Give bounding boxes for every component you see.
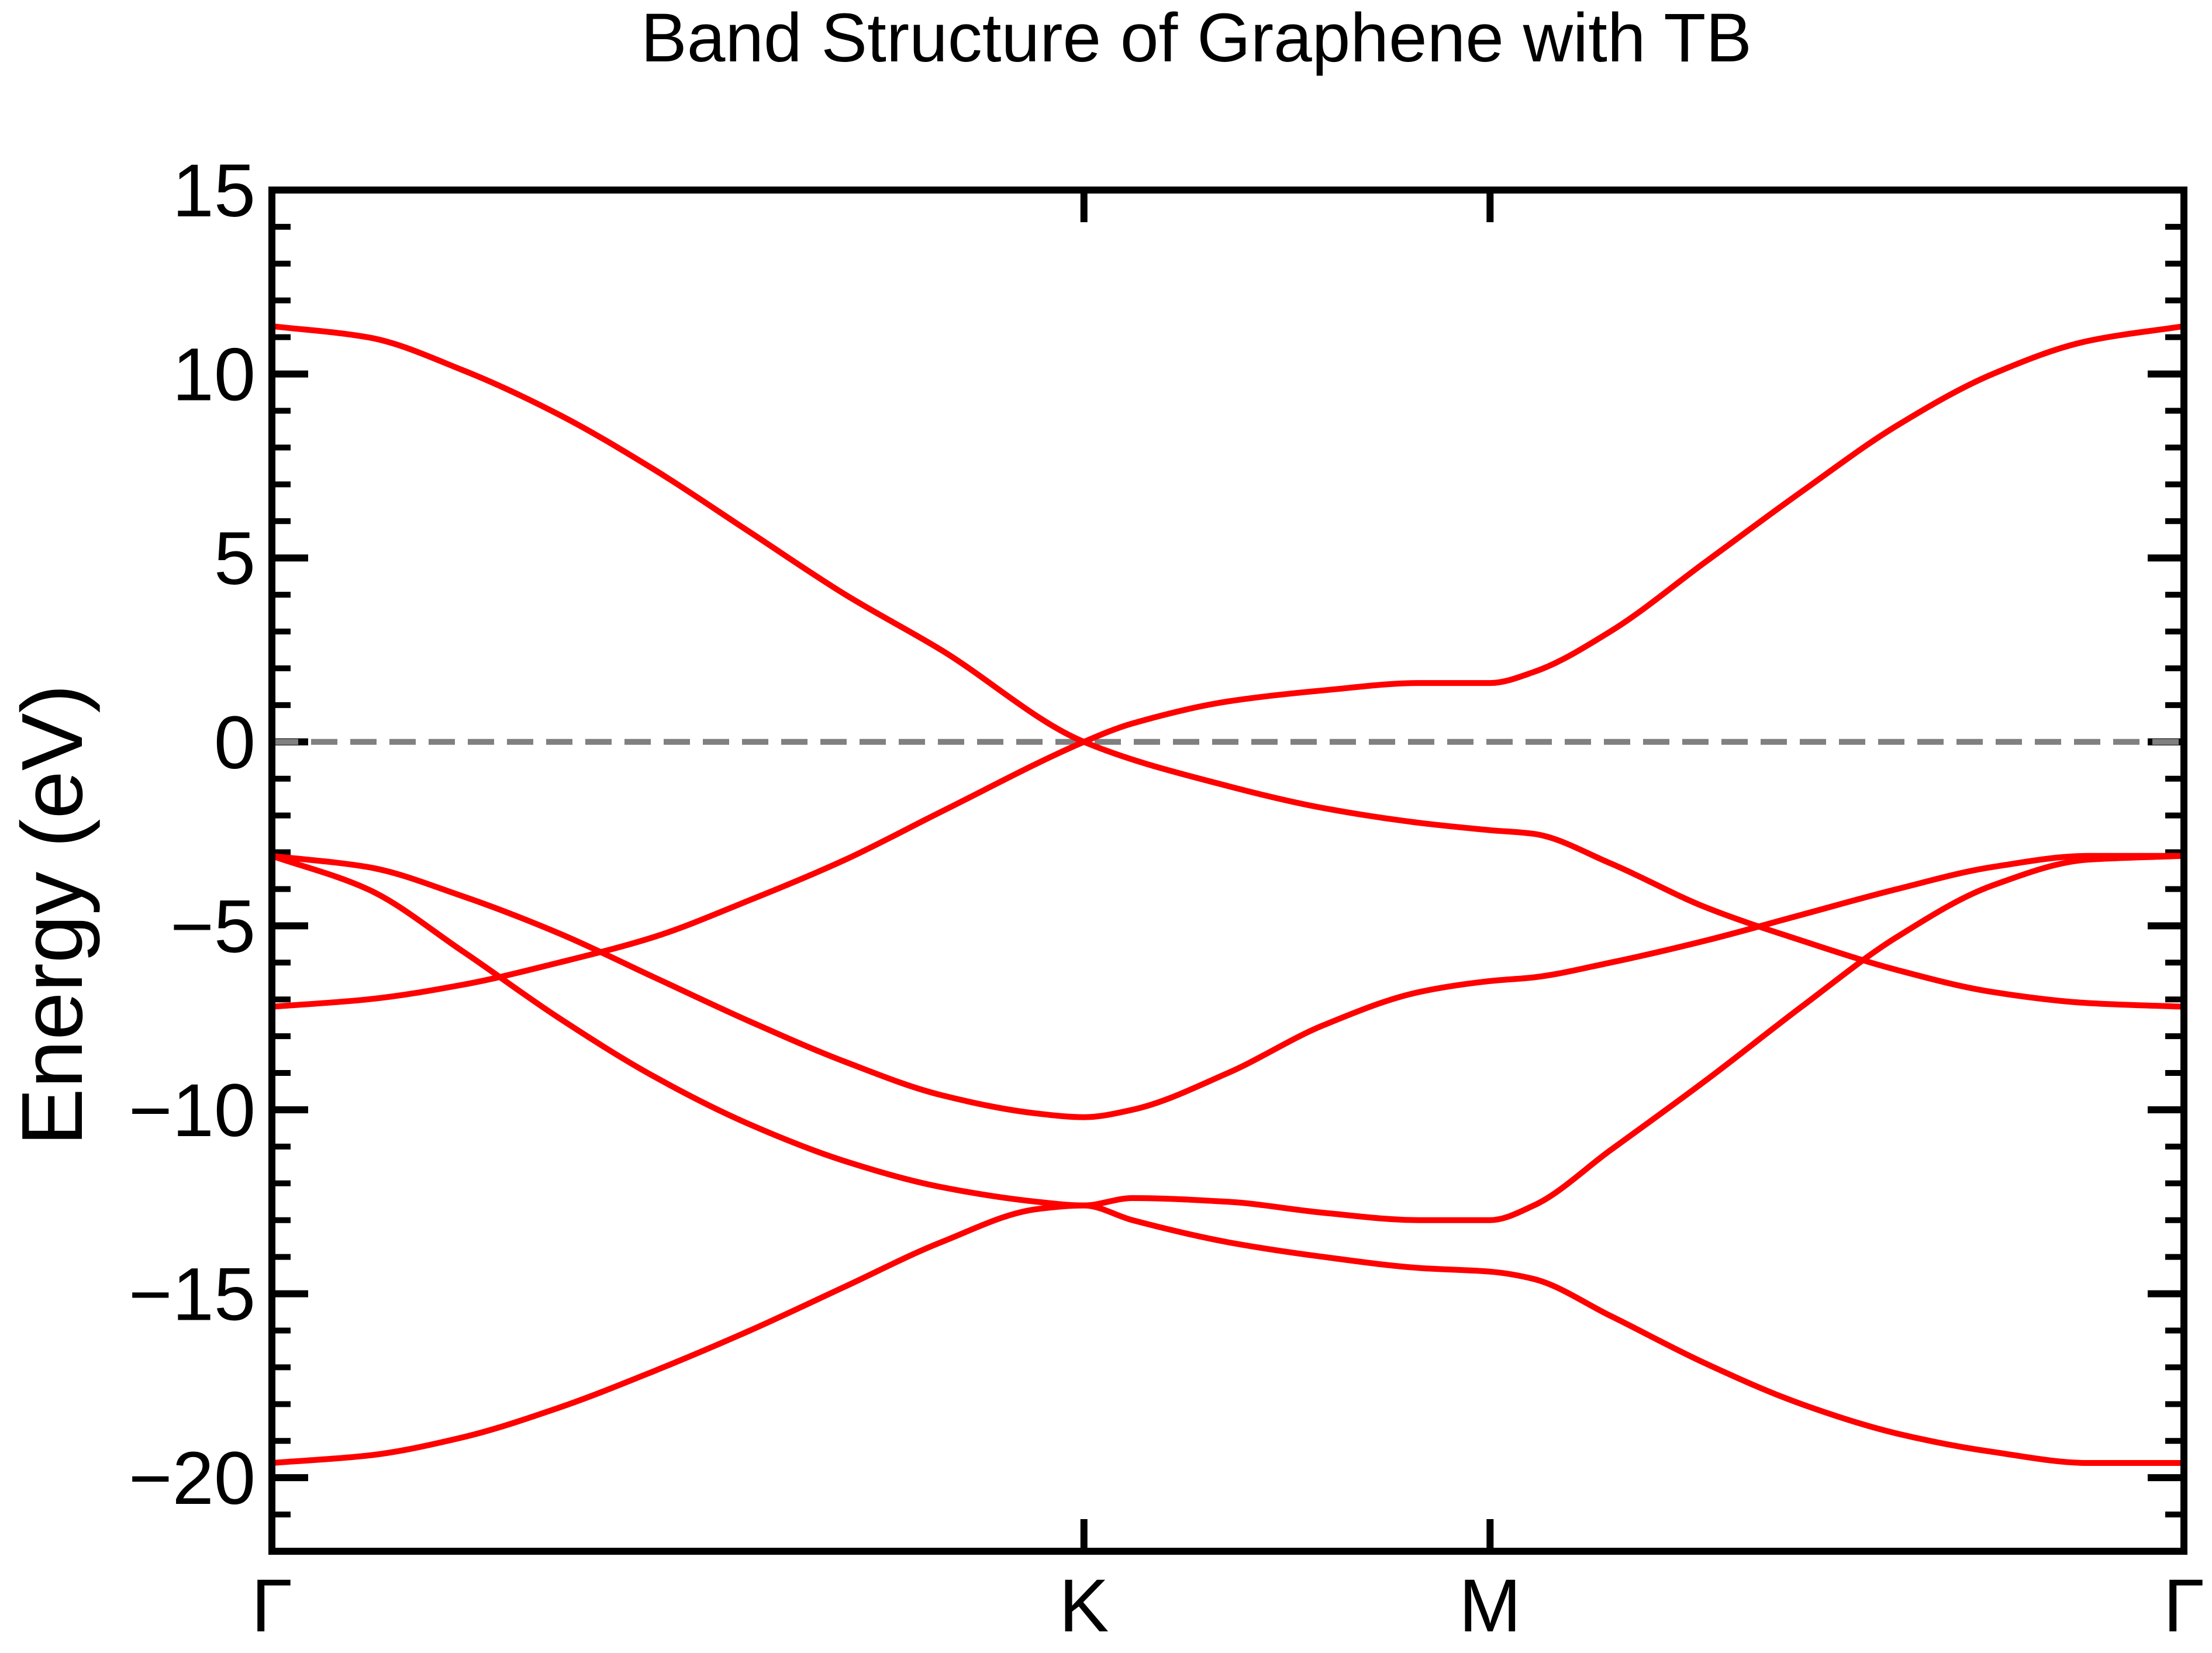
plot-frame [268, 187, 2187, 1555]
y-axis-label: Energy (eV) [4, 684, 101, 1146]
x-tick-label: Γ [251, 1564, 293, 1648]
band-line-4 [271, 853, 2185, 1223]
y-tick-label: −5 [170, 885, 256, 968]
y-tick-label: 15 [172, 149, 256, 233]
y-tick-label: −10 [129, 1069, 256, 1152]
band-line-5 [271, 1202, 2184, 1466]
y-tick-label: 5 [214, 517, 256, 601]
band-line-2 [271, 323, 2185, 1010]
chart-title: Band Structure of Graphene with TB [641, 0, 1752, 77]
x-tick-label: Γ [2163, 1564, 2205, 1648]
y-tick-label: −20 [129, 1437, 256, 1520]
y-tick-label: 10 [172, 333, 256, 417]
y-tick-label: −15 [129, 1253, 256, 1337]
band-line-1 [271, 323, 2185, 1010]
x-tick-label: M [1459, 1564, 1521, 1648]
x-tick-label: K [1059, 1564, 1109, 1648]
plot-area [271, 323, 2185, 1466]
band-line-3 [271, 853, 2184, 1120]
y-tick-label: 0 [214, 701, 256, 785]
y-axis-ticks: 15 10 5 0 −5 −10 −15 −20 [129, 149, 2184, 1554]
